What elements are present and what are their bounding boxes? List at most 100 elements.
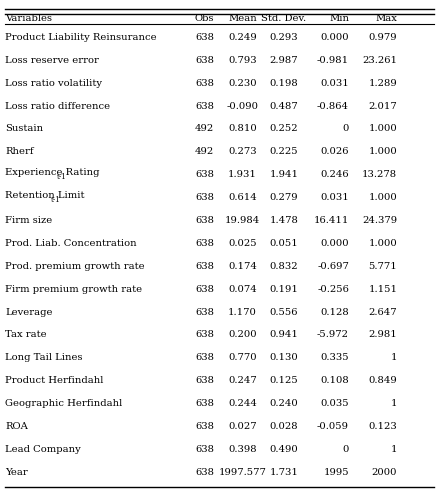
Text: 0.028: 0.028 — [269, 422, 298, 431]
Text: -0.864: -0.864 — [316, 102, 348, 110]
Text: 0.026: 0.026 — [320, 147, 348, 156]
Text: 0.128: 0.128 — [320, 307, 348, 317]
Text: Loss reserve error: Loss reserve error — [5, 56, 99, 65]
Text: t-1: t-1 — [50, 196, 60, 204]
Text: 0.398: 0.398 — [228, 445, 256, 454]
Text: ROA: ROA — [5, 422, 28, 431]
Text: 1: 1 — [390, 354, 396, 362]
Text: -0.981: -0.981 — [316, 56, 348, 65]
Text: Loss ratio volatility: Loss ratio volatility — [5, 79, 102, 88]
Text: 0.246: 0.246 — [320, 170, 348, 179]
Text: 1.151: 1.151 — [367, 285, 396, 294]
Text: 0.031: 0.031 — [320, 79, 348, 88]
Text: 2.987: 2.987 — [269, 56, 298, 65]
Text: Variables: Variables — [5, 14, 52, 23]
Text: Max: Max — [374, 14, 396, 23]
Text: 2000: 2000 — [371, 468, 396, 477]
Text: 0.191: 0.191 — [269, 285, 298, 294]
Text: t-1: t-1 — [57, 173, 66, 181]
Text: 0.240: 0.240 — [269, 399, 298, 408]
Text: 0.074: 0.074 — [228, 285, 256, 294]
Text: Obs: Obs — [194, 14, 214, 23]
Text: Retention Limit: Retention Limit — [5, 191, 85, 200]
Text: 2.017: 2.017 — [368, 102, 396, 110]
Text: 638: 638 — [194, 262, 214, 271]
Text: 638: 638 — [194, 307, 214, 317]
Text: 638: 638 — [194, 193, 214, 202]
Text: Std. Dev.: Std. Dev. — [261, 14, 306, 23]
Text: Long Tail Lines: Long Tail Lines — [5, 354, 83, 362]
Text: 0.849: 0.849 — [368, 376, 396, 385]
Text: 0.230: 0.230 — [228, 79, 256, 88]
Text: Min: Min — [328, 14, 348, 23]
Text: 0.174: 0.174 — [228, 262, 256, 271]
Text: 638: 638 — [194, 285, 214, 294]
Text: 638: 638 — [194, 33, 214, 42]
Text: 638: 638 — [194, 354, 214, 362]
Text: 1.931: 1.931 — [228, 170, 256, 179]
Text: 0.200: 0.200 — [228, 330, 256, 339]
Text: 0.244: 0.244 — [228, 399, 256, 408]
Text: 0: 0 — [342, 445, 348, 454]
Text: 16.411: 16.411 — [313, 216, 348, 225]
Text: Leverage: Leverage — [5, 307, 53, 317]
Text: 1.000: 1.000 — [368, 125, 396, 134]
Text: 1997.577: 1997.577 — [218, 468, 266, 477]
Text: 638: 638 — [194, 79, 214, 88]
Text: 0.793: 0.793 — [228, 56, 256, 65]
Text: 0.979: 0.979 — [368, 33, 396, 42]
Text: Prod. premium growth rate: Prod. premium growth rate — [5, 262, 145, 271]
Text: 1.000: 1.000 — [368, 239, 396, 248]
Text: 1.000: 1.000 — [368, 147, 396, 156]
Text: 0.108: 0.108 — [320, 376, 348, 385]
Text: 0.051: 0.051 — [269, 239, 298, 248]
Text: 0.025: 0.025 — [228, 239, 256, 248]
Text: 0.123: 0.123 — [368, 422, 396, 431]
Text: Rherf: Rherf — [5, 147, 34, 156]
Text: 1995: 1995 — [323, 468, 348, 477]
Text: 1.478: 1.478 — [269, 216, 298, 225]
Text: 0.487: 0.487 — [269, 102, 298, 110]
Text: 1.941: 1.941 — [269, 170, 298, 179]
Text: 1: 1 — [390, 399, 396, 408]
Text: 0.000: 0.000 — [320, 239, 348, 248]
Text: Experience Rating: Experience Rating — [5, 168, 99, 177]
Text: 638: 638 — [194, 102, 214, 110]
Text: 0: 0 — [342, 125, 348, 134]
Text: Geographic Herfindahl: Geographic Herfindahl — [5, 399, 122, 408]
Text: 19.984: 19.984 — [224, 216, 260, 225]
Text: 492: 492 — [194, 125, 214, 134]
Text: 13.278: 13.278 — [361, 170, 396, 179]
Text: 638: 638 — [194, 239, 214, 248]
Text: Firm size: Firm size — [5, 216, 53, 225]
Text: 5.771: 5.771 — [368, 262, 396, 271]
Text: 0.198: 0.198 — [269, 79, 298, 88]
Text: Prod. Liab. Concentration: Prod. Liab. Concentration — [5, 239, 137, 248]
Text: 638: 638 — [194, 170, 214, 179]
Text: 638: 638 — [194, 468, 214, 477]
Text: -0.090: -0.090 — [226, 102, 258, 110]
Text: Tax rate: Tax rate — [5, 330, 47, 339]
Text: 638: 638 — [194, 422, 214, 431]
Text: 0.252: 0.252 — [269, 125, 298, 134]
Text: 0.614: 0.614 — [228, 193, 256, 202]
Text: 0.293: 0.293 — [269, 33, 298, 42]
Text: Sustain: Sustain — [5, 125, 43, 134]
Text: 0.247: 0.247 — [228, 376, 256, 385]
Text: 0.941: 0.941 — [269, 330, 298, 339]
Text: 0.249: 0.249 — [228, 33, 256, 42]
Text: 24.379: 24.379 — [361, 216, 396, 225]
Text: 1: 1 — [390, 445, 396, 454]
Text: 1.170: 1.170 — [228, 307, 256, 317]
Text: 0.130: 0.130 — [269, 354, 298, 362]
Text: -0.697: -0.697 — [316, 262, 348, 271]
Text: 23.261: 23.261 — [361, 56, 396, 65]
Text: 0.035: 0.035 — [320, 399, 348, 408]
Text: 0.000: 0.000 — [320, 33, 348, 42]
Text: 0.556: 0.556 — [269, 307, 297, 317]
Text: 638: 638 — [194, 399, 214, 408]
Text: 0.225: 0.225 — [269, 147, 298, 156]
Text: Product Liability Reinsurance: Product Liability Reinsurance — [5, 33, 156, 42]
Text: 638: 638 — [194, 376, 214, 385]
Text: 0.832: 0.832 — [269, 262, 298, 271]
